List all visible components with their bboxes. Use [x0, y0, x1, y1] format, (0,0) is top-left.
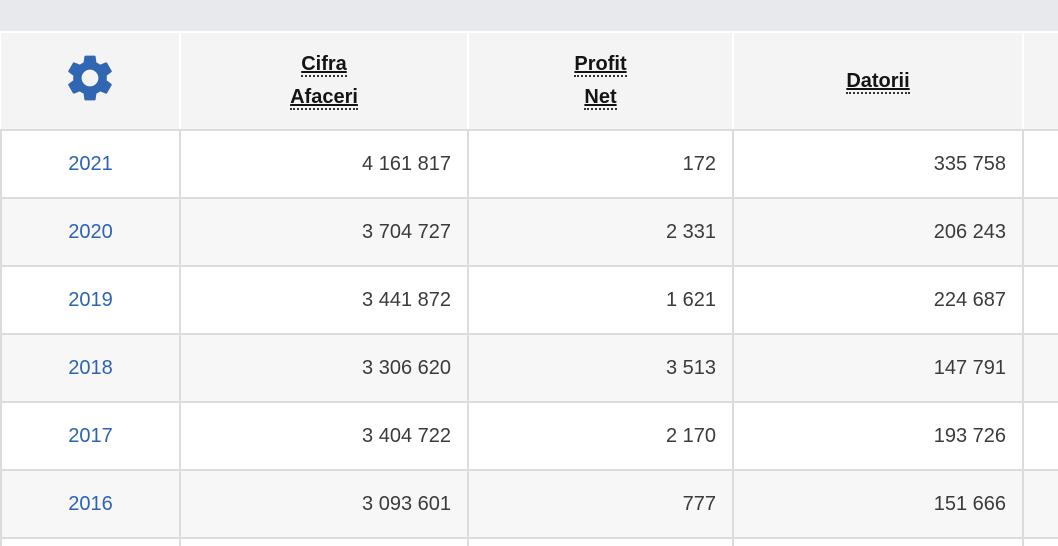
header-row: Cifra Afaceri Profit Net Datorii: [1, 33, 1058, 131]
year-cell: 2020: [0, 197, 181, 267]
table-row: [0, 537, 1058, 546]
profit-net-value: [467, 537, 734, 546]
column-header-extra: [1022, 33, 1058, 131]
top-strip: [0, 0, 1058, 31]
table-row: 2017 3 404 722 2 170 193 726: [0, 401, 1058, 471]
year-link[interactable]: 2021: [68, 152, 113, 175]
financial-data-table: Cifra Afaceri Profit Net Datorii 2021 4 …: [0, 33, 1058, 546]
datorii-value: 151 666: [732, 469, 1024, 539]
datorii-value: 206 243: [732, 197, 1024, 267]
year-cell: 2018: [0, 333, 181, 403]
year-link[interactable]: 2018: [68, 356, 113, 379]
year-cell: 2016: [0, 469, 181, 539]
table-row: 2018 3 306 620 3 513 147 791: [0, 333, 1058, 403]
datorii-value: 193 726: [732, 401, 1024, 471]
column-header-label[interactable]: Net: [584, 86, 617, 110]
datorii-value: 224 687: [732, 265, 1024, 335]
column-header-label[interactable]: Cifra: [301, 53, 347, 77]
profit-net-value: 2 331: [467, 197, 734, 267]
year-link[interactable]: 2017: [68, 424, 113, 447]
extra-column-cell: [1022, 129, 1058, 199]
settings-header-cell: [1, 33, 181, 131]
cifra-afaceri-value: 3 441 872: [179, 265, 469, 335]
cifra-afaceri-value: 3 093 601: [179, 469, 469, 539]
column-header-label[interactable]: Profit: [574, 53, 627, 77]
profit-net-value: 1 621: [467, 265, 734, 335]
cifra-afaceri-value: [179, 537, 469, 546]
datorii-value: [732, 537, 1024, 546]
column-header-profit-net: Profit Net: [467, 33, 734, 131]
extra-column-cell: [1022, 333, 1058, 403]
year-cell: [0, 537, 181, 546]
gear-icon[interactable]: [62, 50, 118, 106]
year-cell: 2017: [0, 401, 181, 471]
cifra-afaceri-value: 3 306 620: [179, 333, 469, 403]
table-row: 2020 3 704 727 2 331 206 243: [0, 197, 1058, 267]
extra-column-cell: [1022, 265, 1058, 335]
datorii-value: 335 758: [732, 129, 1024, 199]
year-link[interactable]: 2016: [68, 492, 113, 515]
extra-column-cell: [1022, 537, 1058, 546]
table-row: 2016 3 093 601 777 151 666: [0, 469, 1058, 539]
profit-net-value: 3 513: [467, 333, 734, 403]
column-header-datorii: Datorii: [732, 33, 1024, 131]
datorii-value: 147 791: [732, 333, 1024, 403]
table-row: 2019 3 441 872 1 621 224 687: [0, 265, 1058, 335]
profit-net-value: 2 170: [467, 401, 734, 471]
year-link[interactable]: 2020: [68, 220, 113, 243]
cifra-afaceri-value: 4 161 817: [179, 129, 469, 199]
cifra-afaceri-value: 3 404 722: [179, 401, 469, 471]
table-container: Cifra Afaceri Profit Net Datorii 2021 4 …: [0, 33, 1058, 546]
year-cell: 2019: [0, 265, 181, 335]
extra-column-cell: [1022, 401, 1058, 471]
extra-column-cell: [1022, 469, 1058, 539]
column-header-cifra-afaceri: Cifra Afaceri: [179, 33, 469, 131]
extra-column-cell: [1022, 197, 1058, 267]
year-cell: 2021: [0, 129, 181, 199]
profit-net-value: 172: [467, 129, 734, 199]
cifra-afaceri-value: 3 704 727: [179, 197, 469, 267]
column-header-label[interactable]: Datorii: [846, 69, 910, 94]
column-header-label[interactable]: Afaceri: [290, 86, 358, 110]
table-row: 2021 4 161 817 172 335 758: [0, 129, 1058, 199]
profit-net-value: 777: [467, 469, 734, 539]
year-link[interactable]: 2019: [68, 288, 113, 311]
